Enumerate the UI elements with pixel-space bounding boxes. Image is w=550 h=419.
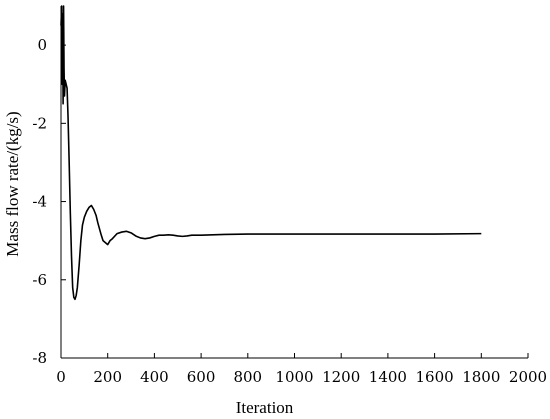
- y-tick-label: 0: [37, 36, 47, 54]
- y-tick-label: -8: [32, 349, 47, 367]
- x-ticks: 0 200 400 600 800 1000 1200 1400 1600 1800 2000: [56, 353, 547, 386]
- x-axis-title: Iteration: [236, 398, 294, 417]
- x-tick-label: 1400: [369, 368, 407, 386]
- x-tick-label: 800: [233, 368, 262, 386]
- x-tick-label: 1200: [322, 368, 360, 386]
- x-tick-label: 0: [56, 368, 66, 386]
- x-tick-label: 1000: [275, 368, 313, 386]
- plot-series: [60, 5, 482, 301]
- x-tick-label: 600: [187, 368, 216, 386]
- x-tick-label: 2000: [509, 368, 547, 386]
- x-tick-label: 1800: [462, 368, 500, 386]
- x-tick-label: 400: [140, 368, 169, 386]
- x-tick-label: 1600: [416, 368, 454, 386]
- series-line: [60, 5, 482, 301]
- y-axis: 0 -2 -4 -6 -8: [32, 6, 66, 367]
- x-tick-label: 200: [93, 368, 122, 386]
- y-tick-label: -4: [32, 193, 47, 211]
- y-tick-label: -2: [32, 114, 47, 132]
- y-tick-label: -6: [32, 271, 47, 289]
- x-axis: 0 200 400 600 800 1000 1200 1400 1600 1800 2000: [56, 353, 547, 386]
- y-axis-title: Mass flow rate/(kg/s): [3, 111, 22, 256]
